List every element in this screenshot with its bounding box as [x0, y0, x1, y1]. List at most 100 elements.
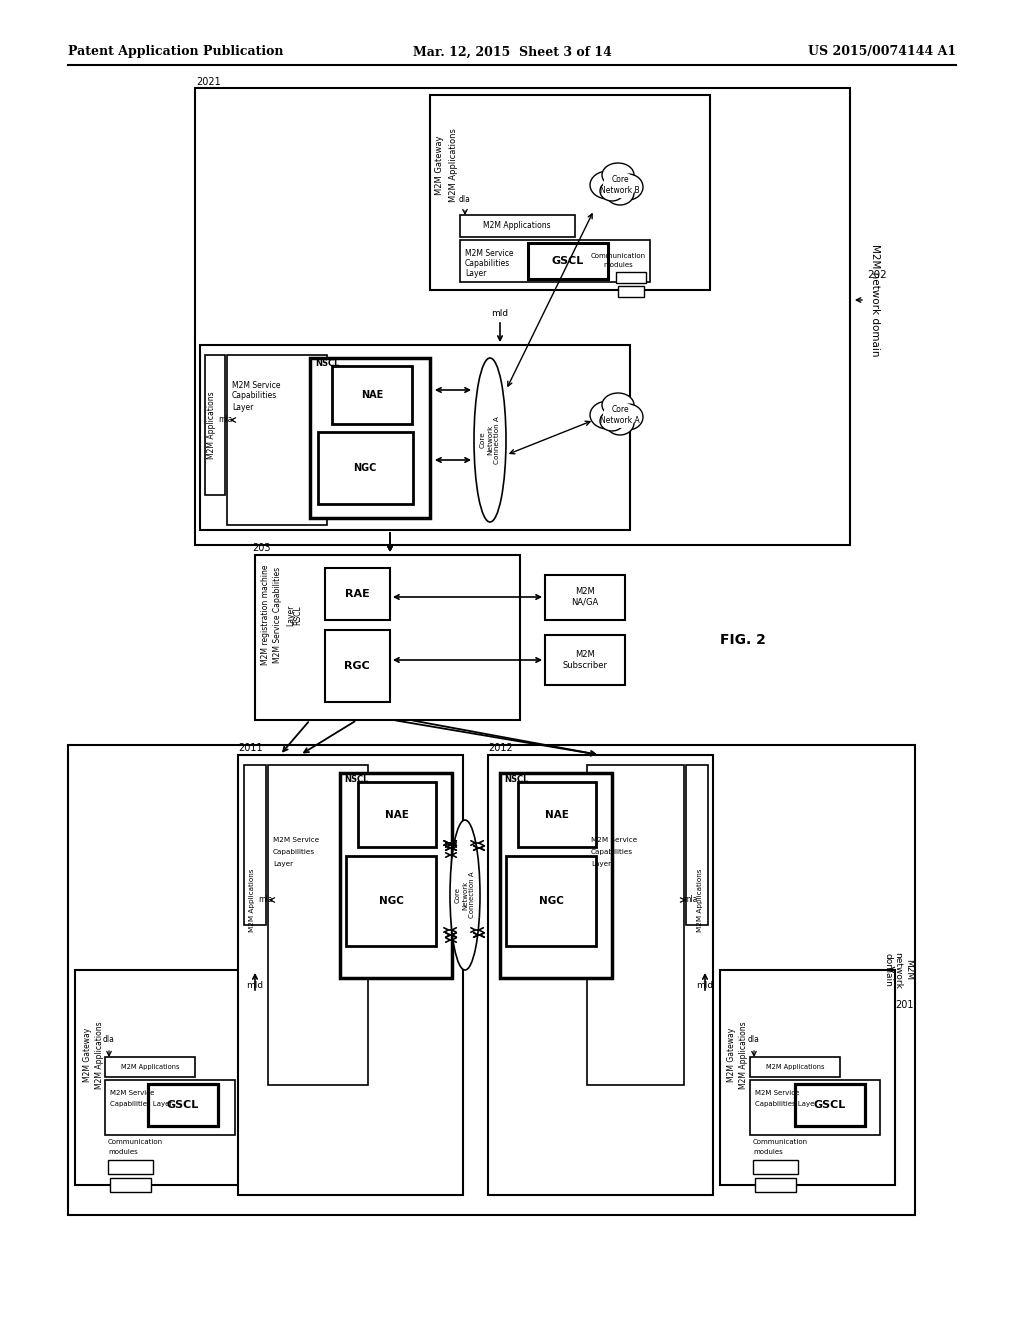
Bar [528, 243, 608, 279]
Text: Layer: Layer [232, 403, 253, 412]
Text: mIa: mIa [683, 895, 697, 904]
Text: Core
Network
Connection A: Core Network Connection A [480, 416, 500, 463]
Text: modules: modules [753, 1148, 782, 1155]
Text: 2021: 2021 [196, 77, 221, 87]
Ellipse shape [603, 172, 637, 198]
Bar [460, 215, 575, 238]
Bar [238, 755, 463, 1195]
Bar [545, 635, 625, 685]
Text: M2M registration machine: M2M registration machine [260, 565, 269, 665]
Bar [268, 766, 368, 1085]
Bar [488, 755, 713, 1195]
Text: NSCL: NSCL [344, 776, 369, 784]
Ellipse shape [590, 172, 626, 199]
Bar [318, 432, 413, 504]
Bar [340, 774, 452, 978]
Text: Core
Network
Connection A: Core Network Connection A [455, 871, 475, 919]
Text: RAE: RAE [345, 589, 370, 599]
Text: mId: mId [696, 981, 714, 990]
Ellipse shape [602, 162, 634, 187]
Text: GSCL: GSCL [167, 1100, 199, 1110]
Text: M2M Applications: M2M Applications [94, 1022, 103, 1089]
Text: M2M Applications: M2M Applications [249, 869, 255, 932]
Text: M2M Service: M2M Service [755, 1090, 800, 1096]
Text: Layer: Layer [287, 605, 296, 626]
Text: M2M Service: M2M Service [465, 248, 513, 257]
Text: 2012: 2012 [488, 743, 513, 752]
Ellipse shape [600, 181, 624, 201]
Bar [518, 781, 596, 847]
Bar [200, 345, 630, 531]
Text: Layer: Layer [273, 861, 293, 867]
Bar [500, 774, 612, 978]
Text: Layer: Layer [465, 268, 486, 277]
Text: Patent Application Publication: Patent Application Publication [68, 45, 284, 58]
Bar [545, 576, 625, 620]
Bar [506, 855, 596, 946]
Bar [244, 766, 266, 925]
Text: NAE: NAE [385, 810, 409, 820]
Bar [110, 1177, 151, 1192]
Text: Core
Network B: Core Network B [600, 176, 640, 195]
Ellipse shape [606, 411, 634, 436]
Bar [750, 1057, 840, 1077]
Bar [325, 630, 390, 702]
Text: Layer: Layer [591, 861, 611, 867]
Text: dIa: dIa [749, 1035, 760, 1044]
Text: dIa: dIa [103, 1035, 115, 1044]
Text: NSCL: NSCL [504, 776, 528, 784]
Bar [108, 1160, 153, 1173]
Text: 2011: 2011 [238, 743, 262, 752]
Text: mIa: mIa [258, 895, 272, 904]
Bar [205, 355, 225, 495]
Ellipse shape [600, 411, 624, 432]
Text: M2M
NA/GA: M2M NA/GA [571, 587, 599, 607]
Bar [105, 1057, 195, 1077]
Text: Mar. 12, 2015  Sheet 3 of 14: Mar. 12, 2015 Sheet 3 of 14 [413, 45, 611, 58]
Ellipse shape [602, 393, 634, 417]
Text: M2M Gateway: M2M Gateway [727, 1028, 736, 1082]
Text: M2M Gateway: M2M Gateway [435, 135, 444, 195]
Bar [753, 1160, 798, 1173]
Text: M2M Gateway: M2M Gateway [83, 1028, 91, 1082]
Bar [68, 744, 915, 1214]
Text: RSCL: RSCL [294, 605, 302, 624]
Text: NGC: NGC [353, 463, 377, 473]
Bar [227, 355, 327, 525]
Text: modules: modules [603, 261, 633, 268]
Text: Capabilities: Capabilities [273, 849, 315, 855]
Text: 202: 202 [867, 271, 887, 280]
Text: M2M Applications: M2M Applications [483, 222, 551, 231]
Ellipse shape [613, 174, 643, 201]
Text: NSCL: NSCL [315, 359, 339, 368]
Bar [460, 240, 650, 282]
Text: GSCL: GSCL [552, 256, 584, 267]
Text: modules: modules [108, 1148, 138, 1155]
Text: NGC: NGC [539, 896, 563, 906]
Bar [795, 1084, 865, 1126]
Text: M2M Applications: M2M Applications [766, 1064, 824, 1071]
Bar [75, 970, 250, 1185]
Bar [346, 855, 436, 946]
Text: M2M Service: M2M Service [232, 380, 281, 389]
Ellipse shape [590, 401, 626, 429]
Bar [105, 1080, 234, 1135]
Text: 201: 201 [896, 1001, 914, 1010]
Text: NAE: NAE [360, 389, 383, 400]
Text: 203: 203 [252, 543, 270, 553]
Ellipse shape [613, 404, 643, 430]
Text: mId: mId [492, 309, 509, 318]
Text: Capabilities Layer: Capabilities Layer [755, 1101, 817, 1107]
Text: GSCL: GSCL [814, 1100, 846, 1110]
Text: mId: mId [247, 981, 263, 990]
Text: M2M Service: M2M Service [591, 837, 637, 843]
Bar [686, 766, 708, 925]
Bar [325, 568, 390, 620]
Ellipse shape [606, 181, 634, 205]
Text: Capabilities: Capabilities [465, 259, 510, 268]
Bar [750, 1080, 880, 1135]
Text: Capabilities: Capabilities [591, 849, 633, 855]
Ellipse shape [450, 820, 480, 970]
Text: mIa: mIa [218, 416, 232, 425]
Text: FIG. 2: FIG. 2 [720, 634, 766, 647]
